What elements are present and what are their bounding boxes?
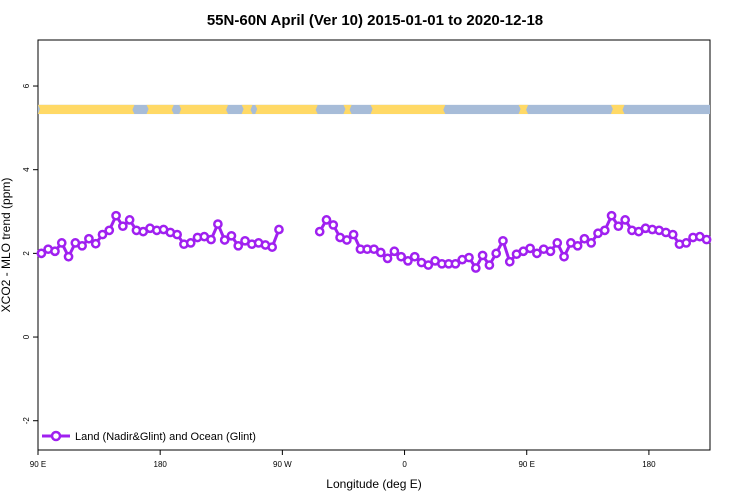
x-tick-label: 180 [642,460,656,469]
data-point [172,229,183,240]
data-point [111,210,121,221]
data-point [84,233,94,244]
data-point [226,230,237,241]
data-point [470,263,481,273]
map-strip-land [370,104,446,115]
data-point [484,260,495,270]
data-point [77,240,87,251]
data-point [117,221,128,232]
legend-label: Land (Nadir&Glint) and Ocean (Glint) [75,431,256,443]
data-point [185,238,196,248]
y-tick-label: 6 [22,83,31,88]
data-point [63,251,74,262]
map-strip-land [146,104,174,115]
data-point [606,210,617,221]
data-point [450,258,461,269]
chart-title: 55N-60N April (Ver 10) 2015-01-01 to 202… [207,12,543,29]
series-layer [36,210,712,273]
map-strip-land [38,104,135,115]
series-line [40,214,281,259]
legend-marker-swatch [50,430,62,442]
x-tick-label: 90 W [273,460,292,469]
y-tick-label: 0 [22,334,31,339]
data-point [124,215,135,225]
y-tick-label: 4 [22,167,31,172]
y-tick-label: 2 [22,251,31,256]
data-point [403,256,413,266]
legend: Land (Nadir&Glint) and Ocean (Glint) [42,430,256,443]
data-point [389,246,400,257]
data-point [423,260,434,270]
y-tick-label: -2 [22,417,31,425]
data-point [233,240,244,251]
map-strip-land [179,104,229,115]
x-tick-label: 180 [154,460,168,469]
data-point [206,234,216,245]
data-point [477,250,488,261]
data-point [572,240,583,251]
map-strip-land [518,104,529,115]
data-point [525,243,535,254]
data-point [613,221,624,232]
data-point [382,253,393,264]
data-point [599,225,610,236]
map-strip-land [610,104,625,115]
data-point [559,251,569,262]
data-point [532,248,542,259]
data-point [409,251,420,262]
data-point [104,225,115,236]
data-point [219,235,230,245]
y-axis: -2 0 2 4 6 [22,83,38,424]
data-point [213,219,223,229]
x-tick-label: 0 [402,460,407,469]
data-point [314,226,325,237]
data-point [56,238,67,248]
x-axis-title: Longitude (deg E) [326,477,421,491]
data-point [375,247,386,258]
data-point [328,220,339,230]
x-axis: 90 E 180 90 W 0 90 E 180 [30,450,656,469]
data-point [50,246,60,257]
data-point [274,224,284,235]
data-point [464,252,474,263]
map-strip [38,104,710,115]
data-point [348,229,359,240]
data-point [681,238,692,248]
data-point [36,248,47,259]
x-tick-label: 90 E [30,460,46,469]
data-point [498,235,508,246]
data-point [396,251,407,262]
data-point [504,256,515,267]
data-point [701,234,712,245]
x-tick-label: 90 E [518,460,534,469]
data-point [321,215,332,225]
map-strip-land [255,104,318,115]
y-axis-title: XCO2 - MLO trend (ppm) [0,178,13,313]
data-point [341,235,352,245]
data-point [586,238,597,248]
data-point [90,238,101,249]
data-point [552,238,563,248]
data-point [579,233,590,244]
data-point [97,229,108,240]
data-point [545,246,556,257]
map-strip-land [241,104,253,115]
data-point [667,229,678,240]
plot-frame [37,39,711,451]
data-point [267,242,278,252]
data-point [491,248,502,259]
data-point [620,215,631,225]
map-strip-land [343,104,352,115]
